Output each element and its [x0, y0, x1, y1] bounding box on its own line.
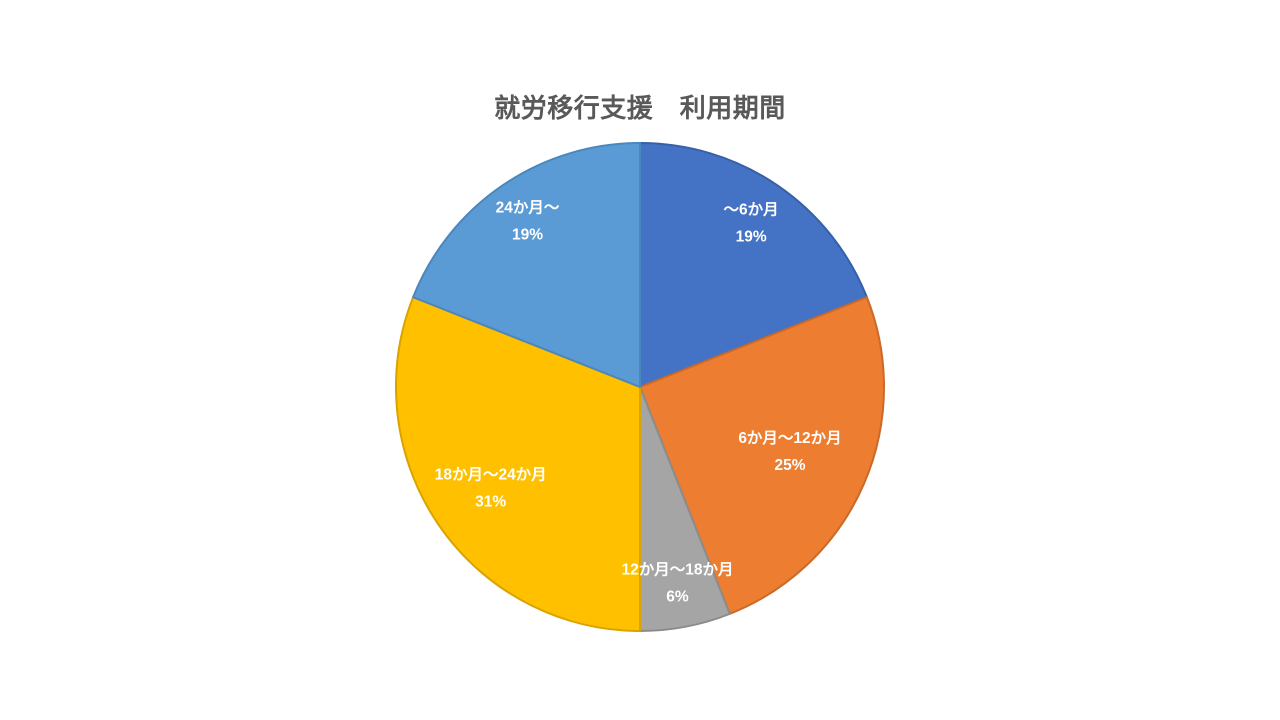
pie-slice-label-4: 24か月～	[496, 199, 560, 217]
pie-slice-label-1: 6か月～12か月	[738, 429, 841, 447]
pie-slice-label-3: 18か月～24か月	[435, 466, 547, 484]
pie-slice-0	[639, 142, 868, 388]
pie-slice-percent-4: 19%	[512, 227, 543, 244]
pie-slice-percent-3: 31%	[475, 494, 506, 511]
pie-slice-3	[395, 296, 641, 632]
pie-slice-label-0: ～6か月	[724, 201, 779, 219]
pie-slice-1	[639, 296, 885, 615]
pie-slice-label-2: 12か月～18か月	[622, 561, 734, 579]
pie-slice-4	[412, 142, 641, 388]
chart-title: 就労移行支援 利用期間	[494, 93, 786, 123]
pie-slice-percent-1: 25%	[774, 457, 805, 474]
pie-slice-percent-0: 19%	[736, 229, 767, 246]
pie-slice-percent-2: 6%	[666, 589, 689, 606]
